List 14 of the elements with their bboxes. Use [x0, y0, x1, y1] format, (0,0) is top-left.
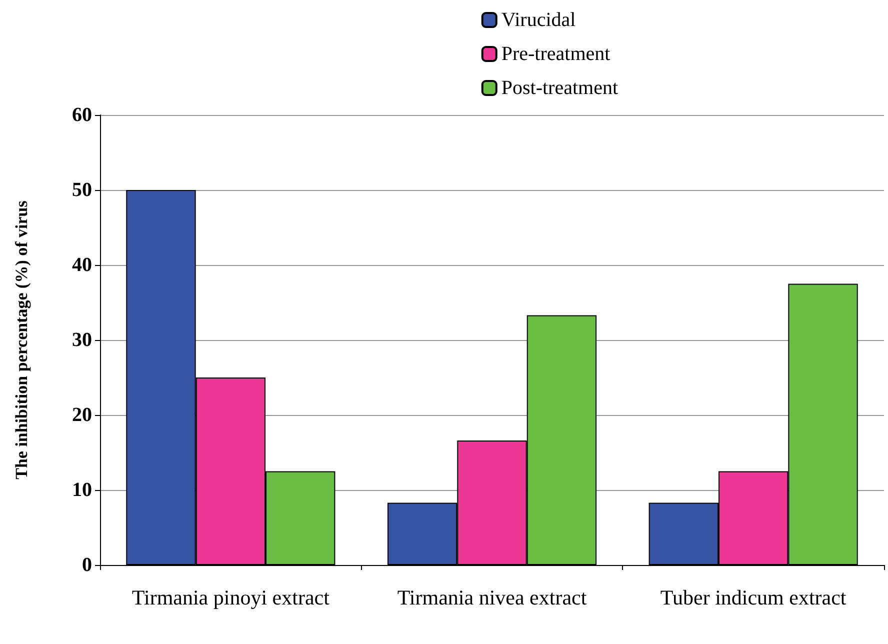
x-tick-label: Tirmania pinoyi extract — [132, 586, 330, 610]
y-tick-label: 20 — [72, 404, 92, 426]
y-tick-label: 40 — [72, 254, 92, 276]
legend-label: Post-treatment — [501, 77, 618, 99]
x-tick-label: Tirmania nivea extract — [397, 586, 587, 610]
y-axis-title: The inhibition percentage (%) of virus — [12, 200, 31, 480]
y-tick-label: 60 — [72, 104, 92, 126]
y-tick-label: 10 — [72, 479, 92, 501]
y-tick-label: 0 — [82, 554, 92, 576]
legend-label: Virucidal — [501, 9, 576, 31]
x-tick-label: Tuber indicum extract — [660, 586, 846, 610]
legend-label: Pre-treatment — [501, 43, 611, 65]
y-tick-label: 50 — [72, 179, 92, 201]
y-tick-label: 30 — [72, 329, 92, 351]
